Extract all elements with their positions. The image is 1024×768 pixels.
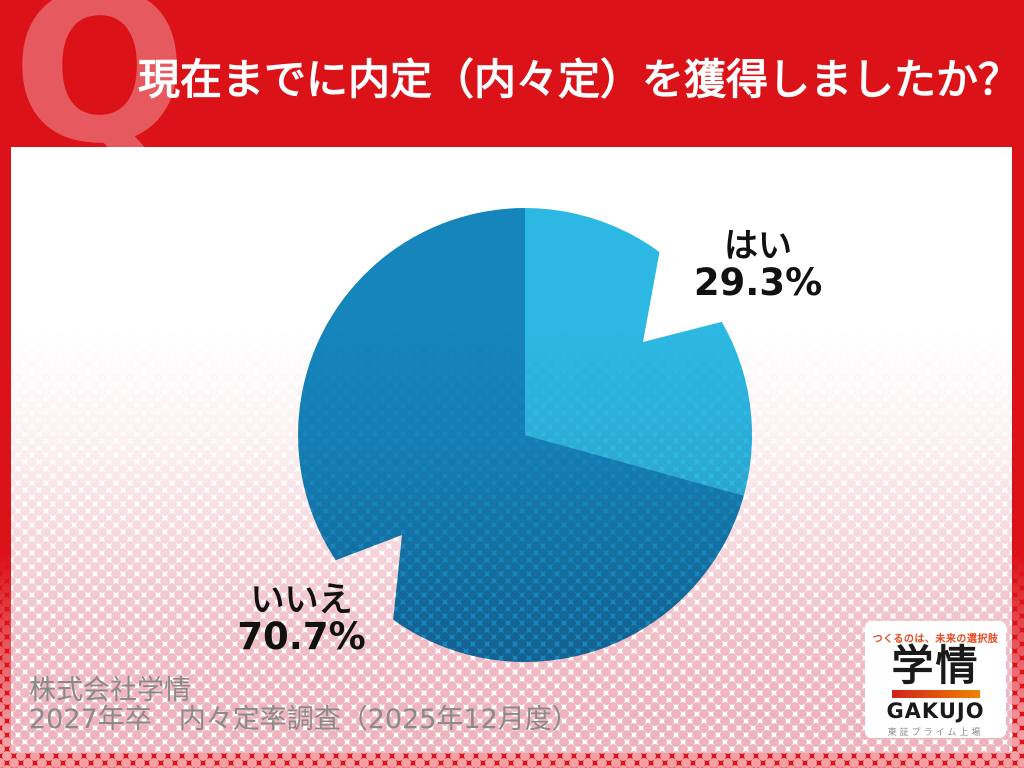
source-block: 株式会社学情 2027年卒 内々定率調査（2025年12月度） bbox=[29, 675, 579, 735]
survey-name: 2027年卒 内々定率調査（2025年12月度） bbox=[29, 703, 579, 735]
logo-name-en: GAKUJO bbox=[886, 698, 985, 723]
logo-name-jp: 学情 bbox=[891, 641, 980, 690]
pie-label-yes-value: 29.3% bbox=[693, 261, 823, 305]
content-card: はい 29.3% いいえ 70.7% 株式会社学情 2027年卒 内々定率調査（… bbox=[11, 147, 1012, 753]
q-watermark: Q bbox=[12, 0, 188, 147]
pie-label-no: いいえ 70.7% bbox=[219, 580, 384, 659]
company-name: 株式会社学情 bbox=[29, 675, 191, 706]
pie-label-yes-name: はい bbox=[724, 226, 792, 266]
header: Q 現在までに内定（内々定）を獲得しましたか？ bbox=[0, 0, 1024, 147]
logo-listing-label: 東証プライム上場 bbox=[887, 727, 984, 738]
logo-gradient-bar bbox=[891, 689, 980, 698]
gakujo-logo: つくるのは、未来の選択肢 学情 GAKUJO 東証プライム上場 bbox=[865, 621, 1006, 738]
pie-label-no-name: いいえ bbox=[250, 580, 353, 620]
pie-label-yes: はい 29.3% bbox=[677, 226, 839, 305]
pie-label-no-value: 70.7% bbox=[237, 615, 366, 659]
pie-chart bbox=[298, 208, 760, 662]
page-title: 現在までに内定（内々定）を獲得しましたか？ bbox=[138, 55, 1021, 104]
